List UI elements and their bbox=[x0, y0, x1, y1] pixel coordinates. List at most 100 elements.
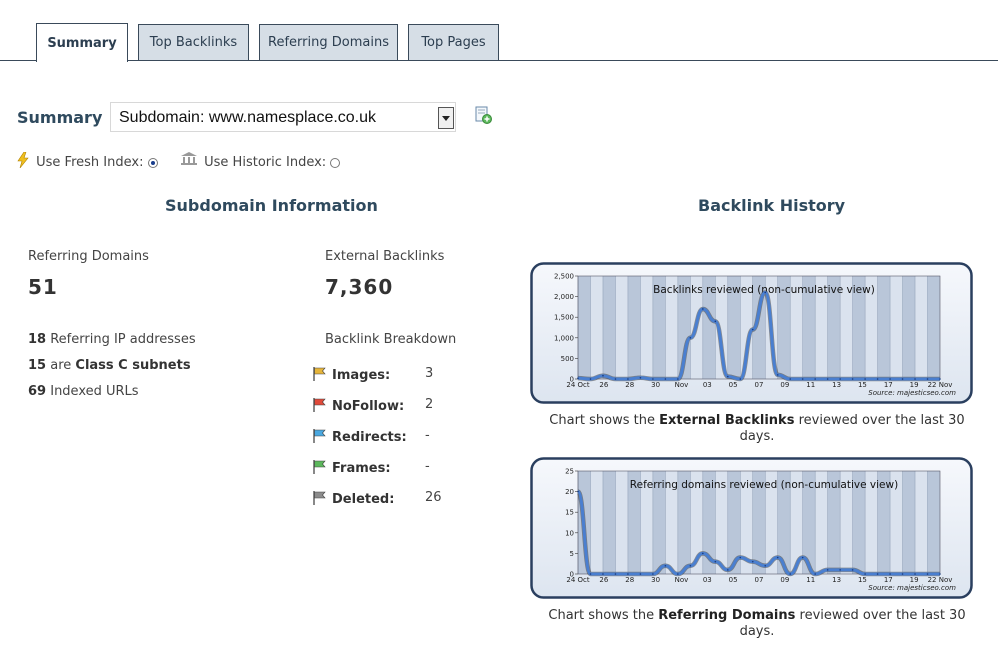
chart-band bbox=[665, 471, 678, 574]
summary-label: Summary bbox=[17, 108, 103, 127]
breakdown-value: 26 bbox=[425, 490, 442, 505]
data-point bbox=[764, 564, 767, 567]
x-tick-label: 30 bbox=[651, 576, 660, 584]
plot-area bbox=[577, 470, 941, 575]
chart-band bbox=[840, 276, 853, 379]
x-tick-label: 13 bbox=[832, 381, 841, 389]
data-point bbox=[889, 573, 891, 575]
add-report-icon[interactable] bbox=[474, 106, 492, 124]
data-point bbox=[839, 378, 841, 380]
data-point bbox=[939, 573, 941, 575]
data-point bbox=[627, 378, 629, 380]
data-point bbox=[876, 573, 879, 575]
data-point bbox=[652, 573, 654, 575]
data-point bbox=[889, 378, 891, 380]
fresh-index-option: Use Fresh Index: bbox=[17, 151, 158, 170]
referring-domains-value: 51 bbox=[28, 275, 58, 299]
x-tick-label: 13 bbox=[832, 576, 841, 584]
x-tick-label: Nov bbox=[675, 576, 689, 584]
data-point bbox=[702, 552, 704, 555]
x-tick-label: 19 bbox=[910, 381, 919, 389]
breakdown-name: NoFollow: bbox=[332, 399, 405, 414]
flag-icon bbox=[313, 367, 326, 381]
tab-divider bbox=[0, 60, 998, 61]
x-tick-label: 15 bbox=[858, 381, 867, 389]
breakdown-value: - bbox=[425, 428, 430, 443]
data-point bbox=[851, 378, 854, 380]
chart-source: Source: majesticseo.com bbox=[868, 389, 956, 397]
data-point bbox=[914, 378, 916, 380]
x-tick-label: 22 Nov bbox=[928, 576, 953, 584]
x-tick-label: 24 Oct bbox=[566, 576, 589, 584]
chart-band bbox=[890, 471, 903, 574]
chart-band bbox=[702, 276, 716, 379]
data-point bbox=[714, 560, 717, 563]
chart-band bbox=[627, 276, 641, 379]
chart-band bbox=[590, 471, 603, 574]
chart-band bbox=[727, 276, 741, 379]
x-tick-label: 05 bbox=[729, 381, 738, 389]
data-point bbox=[739, 556, 742, 559]
subdomain-select-value: Subdomain: www.namesplace.co.uk bbox=[119, 109, 377, 126]
chart-band bbox=[915, 276, 928, 379]
tab-referring-domains[interactable]: Referring Domains bbox=[259, 24, 398, 60]
chart-band bbox=[602, 471, 616, 574]
data-point bbox=[602, 573, 604, 575]
bank-icon bbox=[181, 152, 197, 165]
tab-bar: Summary Top Backlinks Referring Domains … bbox=[0, 0, 998, 62]
x-tick-label: 28 bbox=[625, 576, 634, 584]
y-tick-label: 2,000 bbox=[554, 293, 574, 301]
breakdown-name: Deleted: bbox=[332, 492, 395, 507]
tab-top-backlinks[interactable]: Top Backlinks bbox=[138, 24, 249, 60]
data-point bbox=[627, 573, 629, 575]
y-tick-label: 5 bbox=[570, 550, 574, 558]
chart-band bbox=[902, 276, 916, 379]
y-tick-label: 500 bbox=[561, 355, 574, 363]
y-tick-label: 15 bbox=[565, 509, 574, 517]
breakdown-row: Frames: - bbox=[311, 459, 451, 479]
chevron-down-icon[interactable] bbox=[438, 107, 454, 129]
chart-band bbox=[852, 276, 866, 379]
chart-band bbox=[740, 276, 753, 379]
data-point bbox=[776, 374, 779, 376]
fresh-index-radio[interactable] bbox=[147, 157, 158, 168]
historic-index-option: Use Historic Index: bbox=[181, 152, 341, 170]
data-point bbox=[839, 569, 841, 571]
x-tick-label: 30 bbox=[651, 381, 660, 389]
breakdown-name: Images: bbox=[332, 368, 391, 383]
x-tick-label: 17 bbox=[884, 576, 893, 584]
y-tick-label: 0 bbox=[570, 571, 574, 579]
breakdown-name: Redirects: bbox=[332, 430, 407, 445]
breakdown-row: Deleted: 26 bbox=[311, 490, 451, 510]
chart-band bbox=[815, 276, 828, 379]
data-point bbox=[639, 376, 642, 379]
historic-index-radio[interactable] bbox=[330, 157, 341, 168]
breakdown-value: 3 bbox=[425, 366, 434, 381]
tab-summary[interactable]: Summary bbox=[36, 23, 128, 62]
chart-band bbox=[890, 276, 903, 379]
chart-band bbox=[740, 471, 753, 574]
data-point bbox=[577, 377, 579, 379]
data-point bbox=[677, 573, 679, 575]
chart-band bbox=[902, 471, 916, 574]
y-tick-label: 25 bbox=[565, 468, 574, 476]
data-point bbox=[814, 378, 816, 380]
data-point bbox=[789, 573, 792, 575]
chart-band bbox=[802, 471, 816, 574]
chart-band bbox=[690, 471, 703, 574]
chart-band bbox=[827, 471, 841, 574]
tab-top-pages[interactable]: Top Pages bbox=[408, 24, 499, 60]
lightning-icon bbox=[17, 151, 29, 169]
data-point bbox=[926, 378, 929, 380]
x-tick-label: 05 bbox=[729, 576, 738, 584]
chart-band bbox=[627, 471, 641, 574]
subdomain-info-heading: Subdomain Information bbox=[165, 196, 378, 215]
x-tick-label: 03 bbox=[703, 576, 712, 584]
backlink-breakdown-label: Backlink Breakdown bbox=[325, 332, 457, 347]
stat-class-c-subnets: 15 are Class C subnets bbox=[28, 358, 191, 373]
chart-band bbox=[652, 276, 666, 379]
data-point bbox=[826, 378, 829, 380]
x-tick-label: 07 bbox=[755, 576, 764, 584]
x-tick-label: Nov bbox=[675, 381, 689, 389]
subdomain-select[interactable]: Subdomain: www.namesplace.co.uk bbox=[110, 102, 456, 132]
